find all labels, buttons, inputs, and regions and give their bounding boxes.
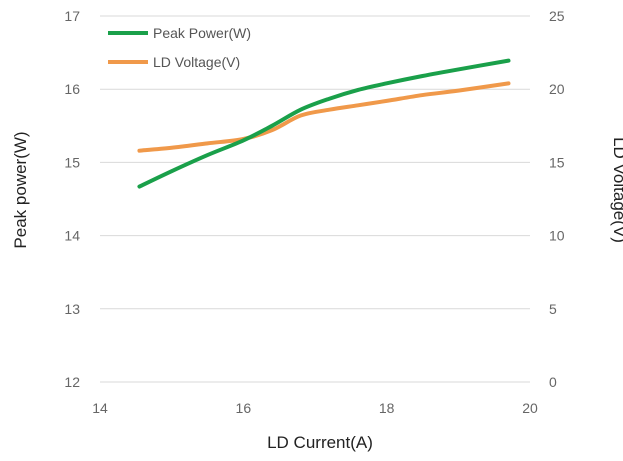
left-axis-tick-labels: 12 13 14 15 16 17	[64, 8, 80, 390]
right-tick-label: 5	[549, 301, 557, 317]
x-tick-label: 16	[236, 400, 252, 416]
x-tick-label: 14	[92, 400, 108, 416]
legend-label-peak-power: Peak Power(W)	[153, 25, 251, 41]
right-tick-label: 10	[549, 228, 565, 244]
right-axis-tick-labels: 0 5 10 15 20 25	[549, 8, 565, 390]
x-tick-label: 20	[522, 400, 538, 416]
left-tick-label: 13	[64, 301, 80, 317]
right-tick-label: 25	[549, 8, 565, 24]
left-tick-label: 14	[64, 228, 80, 244]
left-axis-title: Peak power(W)	[11, 131, 30, 248]
series-line-ld-voltage	[137, 81, 511, 153]
right-tick-label: 15	[549, 154, 565, 170]
legend: Peak Power(W) LD Voltage(V)	[108, 25, 251, 70]
series-line-peak-power	[137, 58, 511, 189]
gridlines	[100, 15, 530, 383]
series-lines	[137, 58, 511, 189]
left-tick-label: 15	[64, 154, 80, 170]
right-tick-label: 20	[549, 81, 565, 97]
right-tick-label: 0	[549, 374, 557, 390]
right-axis-title: LD Voltage(V)	[610, 137, 623, 243]
left-tick-label: 16	[64, 81, 80, 97]
left-tick-label: 17	[64, 8, 80, 24]
legend-label-ld-voltage: LD Voltage(V)	[153, 54, 240, 70]
x-axis-title: LD Current(A)	[267, 433, 373, 452]
x-tick-label: 18	[379, 400, 395, 416]
x-axis-tick-labels: 14 16 18 20	[92, 400, 538, 416]
left-tick-label: 12	[64, 374, 80, 390]
